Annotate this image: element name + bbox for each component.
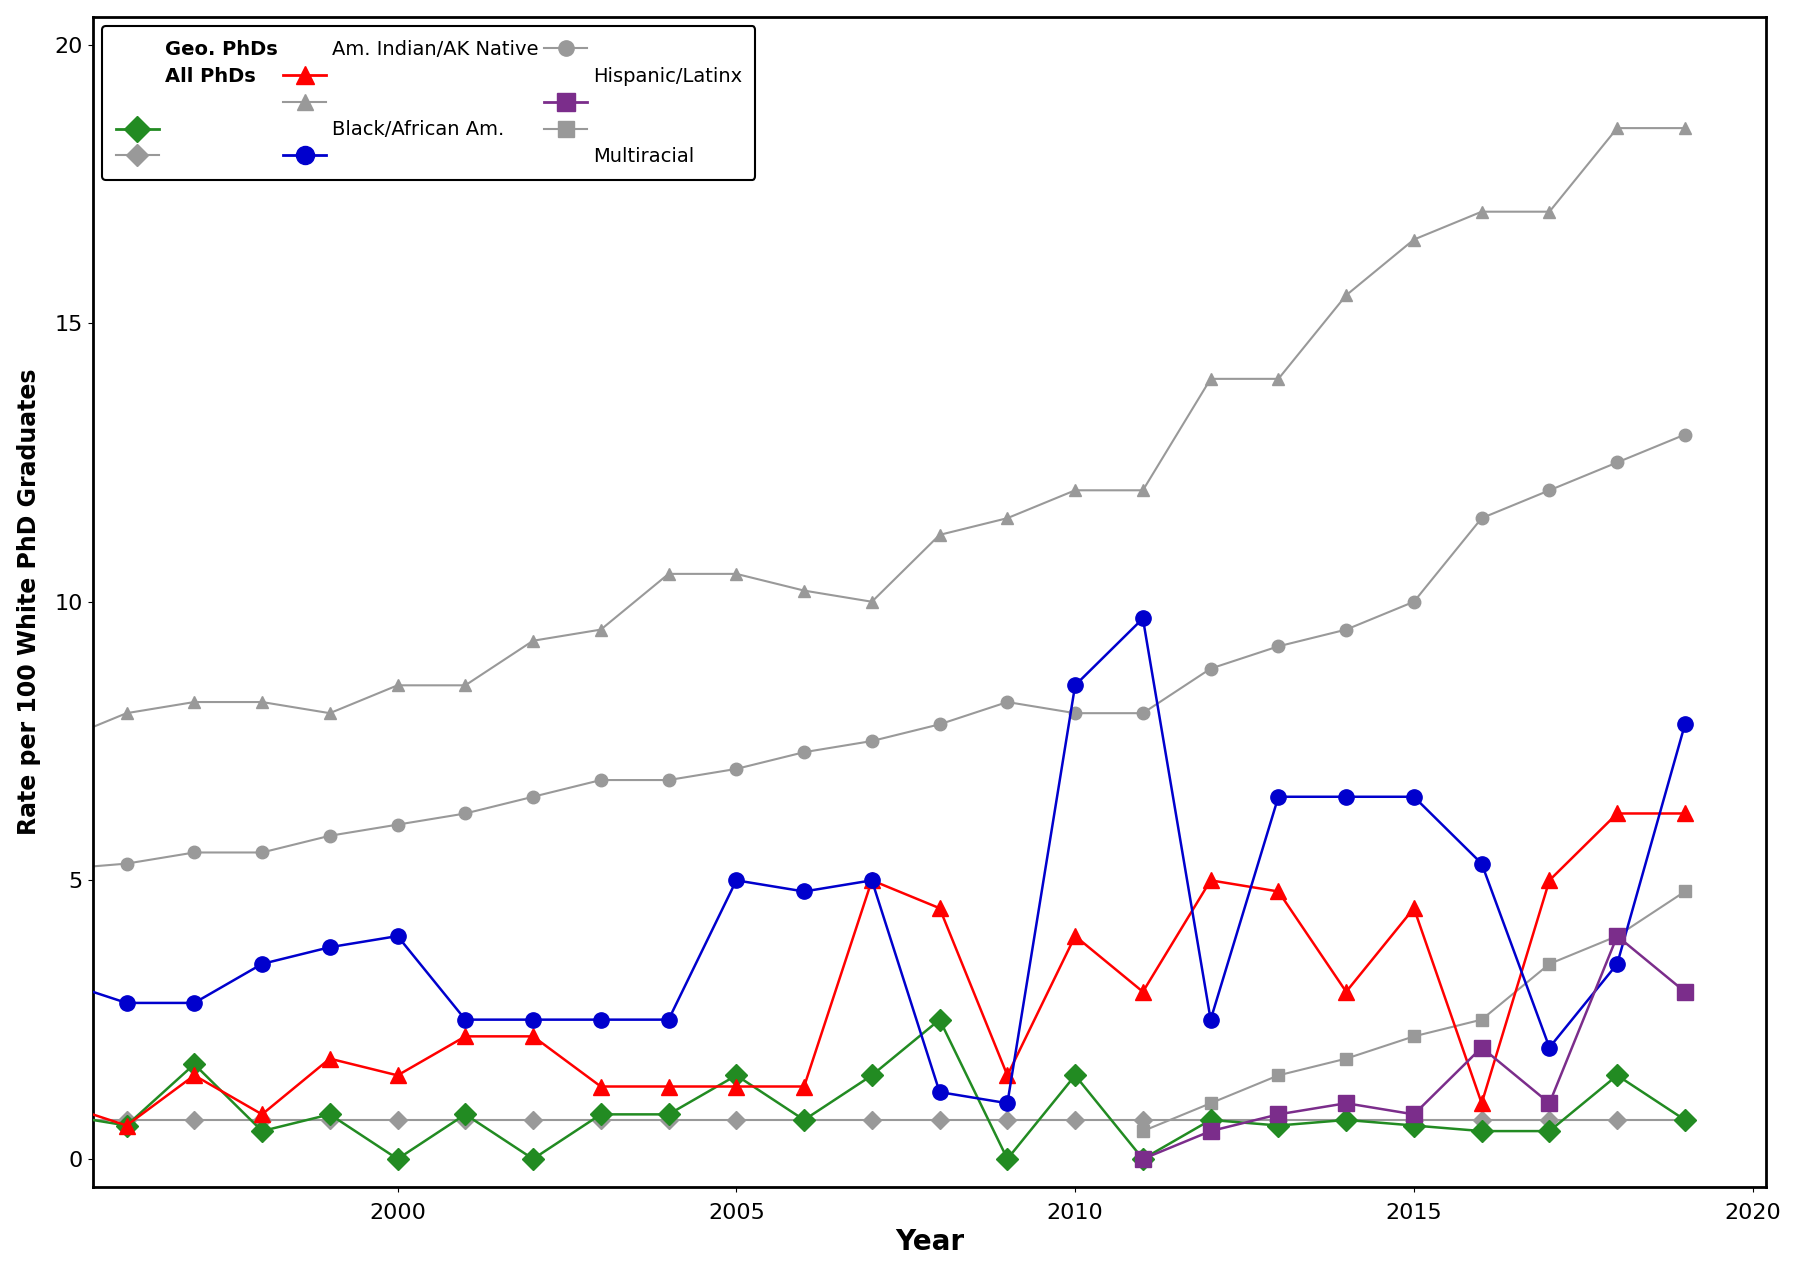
X-axis label: Year: Year bbox=[895, 1228, 965, 1256]
Legend: Geo. PhDs, All PhDs, , , , Am. Indian/AK Native, , , Black/African Am., , , Hisp: Geo. PhDs, All PhDs, , , , Am. Indian/AK… bbox=[103, 27, 756, 179]
Y-axis label: Rate per 100 White PhD Graduates: Rate per 100 White PhD Graduates bbox=[16, 368, 41, 835]
